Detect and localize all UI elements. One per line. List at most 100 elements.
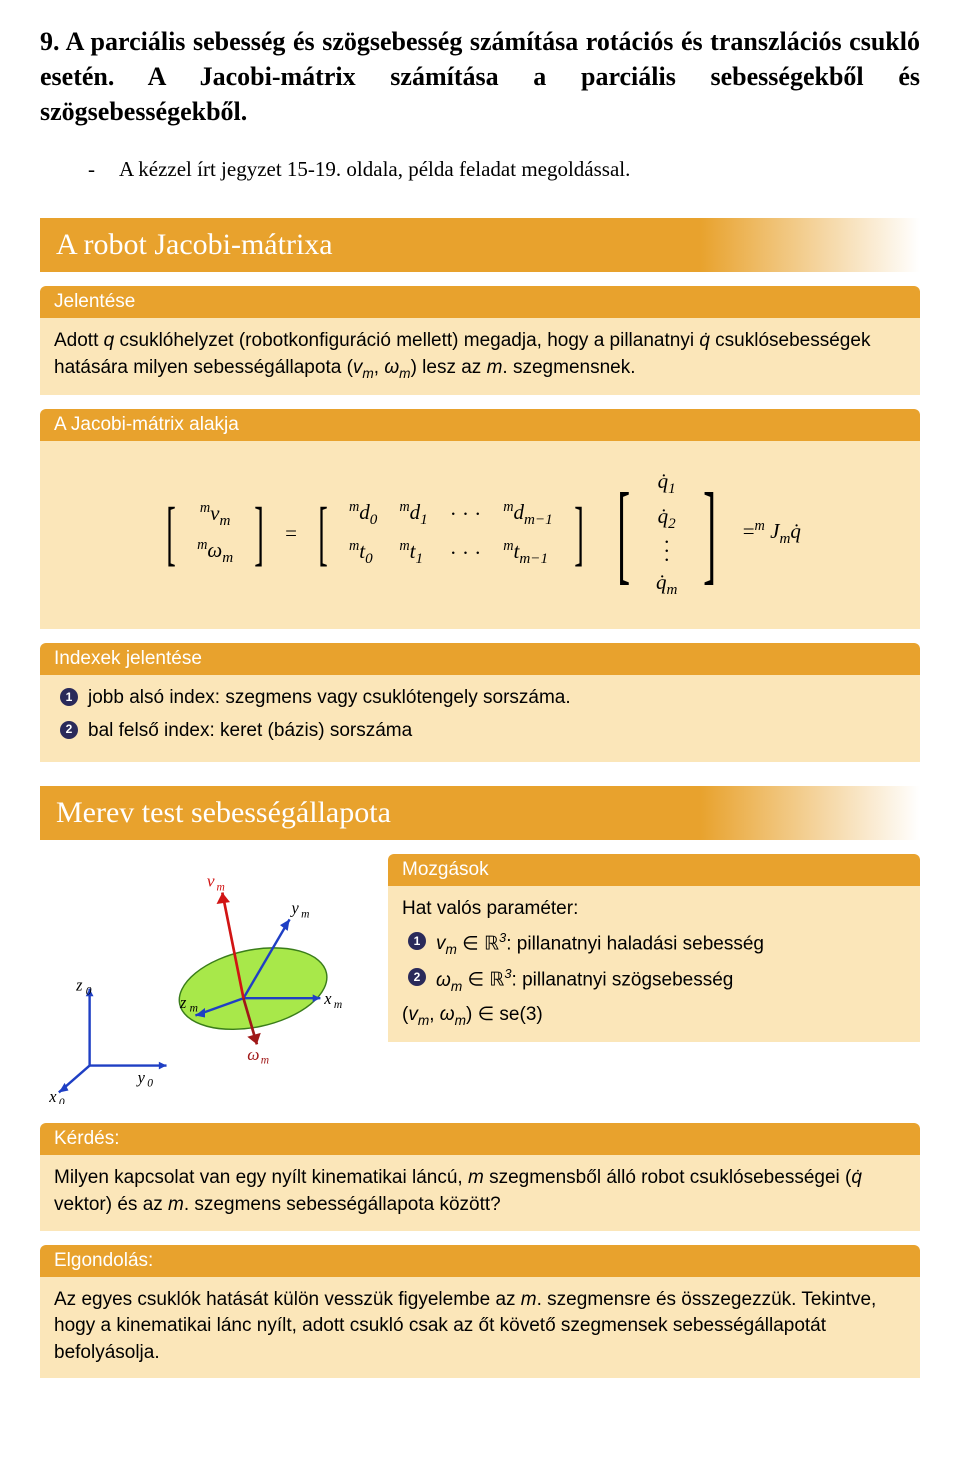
sym-m2: m (468, 1167, 484, 1188)
col-vw: mvm mωm (197, 499, 233, 570)
svg-text:y: y (290, 899, 300, 918)
ddots1: · · · (450, 500, 481, 529)
d1: md1 (399, 498, 427, 531)
idx-item-1: jobb alsó index: szegmens vagy csuklóten… (88, 685, 571, 712)
br-r2: ] (574, 512, 584, 555)
bullet-2-icon: 2 (60, 721, 78, 739)
mov-item-2: ωm ∈ ℝ3: pillanatnyi szögsebesség (436, 965, 733, 995)
box-mozgasok-body: Hat valós paraméter: 1 vm ∈ ℝ3: pillanat… (388, 886, 920, 1041)
slide-title-2-text: Merev test sebességállapota (56, 796, 391, 829)
eq1: = (285, 519, 297, 548)
question-heading: 9. A parciális sebesség és szögsebesség … (40, 24, 920, 129)
idx-item-2: bal felső index: keret (bázis) sorszáma (88, 718, 412, 745)
svg-text:0: 0 (147, 1078, 153, 1090)
mv1a: ∈ ℝ (457, 933, 499, 954)
svg-text:0: 0 (59, 1097, 65, 1104)
bullet-1-icon: 1 (408, 932, 426, 950)
mov-item-1: vm ∈ ℝ3: pillanatnyi haladási sebesség (436, 929, 764, 959)
box-jacobi-alak: A Jacobi-mátrix alakja [ mvm mωm ] = [ m… (40, 409, 920, 629)
vdots: ··· (663, 538, 670, 566)
list-item: 2 bal felső index: keret (bázis) sorszám… (60, 718, 906, 745)
box-jelentese: Jelentése Adott q csuklóhelyzet (robotko… (40, 286, 920, 395)
note-item: - A kézzel írt jegyzet 15-19. oldala, pé… (88, 157, 920, 182)
br-l1: [ (166, 512, 176, 555)
box-jacobi-alak-header: A Jacobi-mátrix alakja (40, 409, 920, 441)
t1: Adott (54, 330, 104, 351)
mvse: ∈ se(3) (472, 1004, 542, 1025)
note-dash: - (88, 157, 95, 182)
bullet-2-icon: 2 (408, 968, 426, 986)
mv2a: ∈ ℝ (462, 970, 504, 991)
eq2: =m Jmq̇ (743, 517, 801, 550)
sym-q: q (104, 330, 115, 351)
mv1b: : pillanatnyi haladási sebesség (506, 933, 764, 954)
box-jelentese-body: Adott q csuklóhelyzet (robotkonfiguráció… (40, 318, 920, 395)
bullet-1-icon: 1 (60, 688, 78, 706)
br-r1: ] (254, 512, 264, 555)
sym-qdot2: q̇ (851, 1167, 862, 1188)
box-kerdes: Kérdés: Milyen kapcsolat van egy nyílt k… (40, 1123, 920, 1230)
sym-m3: m (168, 1194, 184, 1215)
question-text: A parciális sebesség és szögsebesség szá… (40, 27, 920, 126)
q2: szegmensből álló robot csuklósebességei … (484, 1167, 852, 1188)
mov-intro: Hat valós paraméter: (402, 896, 906, 923)
box-jacobi-alak-body: [ mvm mωm ] = [ md0 md1 · · · mdm−1 mt0 … (40, 441, 920, 629)
svg-text:v: v (207, 872, 215, 891)
svg-text:m: m (217, 882, 225, 894)
box-elgondolas-body: Az egyes csuklók hatását külön vesszük f… (40, 1277, 920, 1379)
box-jelentese-header: Jelentése (40, 286, 920, 318)
ddots2: · · · (450, 539, 481, 568)
slide-title-1-text: A robot Jacobi-mátrixa (56, 228, 333, 261)
svg-text:x: x (323, 989, 332, 1008)
t5: . szegmensnek. (502, 357, 635, 378)
svg-text:z: z (75, 976, 83, 995)
q3: vektor) és az (54, 1194, 168, 1215)
rigid-body-ellipse (172, 936, 335, 1042)
br-r3: ] (704, 503, 717, 565)
e1: Az egyes csuklók hatását külön vesszük f… (54, 1289, 521, 1310)
svg-text:0: 0 (86, 986, 92, 998)
box-indexek-body: 1 jobb alsó index: szegmens vagy csuklót… (40, 675, 920, 762)
mov-list: 1 vm ∈ ℝ3: pillanatnyi haladási sebesség… (402, 929, 906, 996)
svg-text:m: m (301, 909, 309, 921)
sym-qdot: q̇ (699, 330, 710, 351)
svg-text:x: x (48, 1087, 57, 1104)
list-item: 1 jobb alsó index: szegmens vagy csuklót… (60, 685, 906, 712)
mat-dt: md0 md1 · · · mdm−1 mt0 mt1 · · · mtm−1 (349, 498, 553, 571)
mv2b: : pillanatnyi szögsebesség (512, 970, 734, 991)
dm1: mdm−1 (503, 498, 552, 531)
svg-text:m: m (261, 1055, 269, 1067)
t2: csuklóhelyzet (robotkonfiguráció mellett… (114, 330, 699, 351)
svg-text:m: m (334, 999, 342, 1011)
q4: . szegmens sebességállapota között? (184, 1194, 501, 1215)
mv: mvm (200, 499, 231, 532)
svg-text:m: m (190, 1003, 198, 1015)
br-l3: [ (617, 503, 630, 565)
box-elgondolas-header: Elgondolás: (40, 1245, 920, 1277)
idx-list: 1 jobb alsó index: szegmens vagy csuklót… (54, 685, 906, 744)
box-indexek: Indexek jelentése 1 jobb alsó index: sze… (40, 643, 920, 762)
note-list: - A kézzel írt jegyzet 15-19. oldala, pé… (88, 157, 920, 182)
svg-text:y: y (136, 1068, 146, 1087)
col-qdot: q̇1 q̇2 ··· q̇m (656, 467, 677, 601)
t4: lesz az (417, 357, 487, 378)
box-mozgasok-header: Mozgások (388, 854, 920, 886)
box-elgondolas: Elgondolás: Az egyes csuklók hatását kül… (40, 1245, 920, 1379)
world-frame: x0 y0 z0 (48, 976, 166, 1104)
box-indexek-header: Indexek jelentése (40, 643, 920, 675)
question-number: 9. (40, 27, 60, 56)
sym-wm: ωm (384, 357, 410, 378)
qmd: q̇m (656, 568, 677, 601)
sym-m4: m (521, 1289, 537, 1310)
tm1: mtm−1 (503, 537, 552, 570)
sym-m: m (487, 357, 503, 378)
diagram-rigid-body: x0 y0 z0 xm ym zm vm (40, 854, 370, 1109)
t0: mt0 (349, 537, 377, 570)
list-item: 1 vm ∈ ℝ3: pillanatnyi haladási sebesség (408, 929, 906, 959)
jacobi-formula: [ mvm mωm ] = [ md0 md1 · · · mdm−1 mt0 … (54, 451, 906, 617)
q1: Milyen kapcsolat van egy nyílt kinematik… (54, 1167, 468, 1188)
boxes-col: Mozgások Hat valós paraméter: 1 vm ∈ ℝ3:… (388, 854, 920, 1055)
two-col: x0 y0 z0 xm ym zm vm (40, 854, 920, 1109)
diagram-svg: x0 y0 z0 xm ym zm vm (40, 854, 370, 1104)
d0: md0 (349, 498, 377, 531)
